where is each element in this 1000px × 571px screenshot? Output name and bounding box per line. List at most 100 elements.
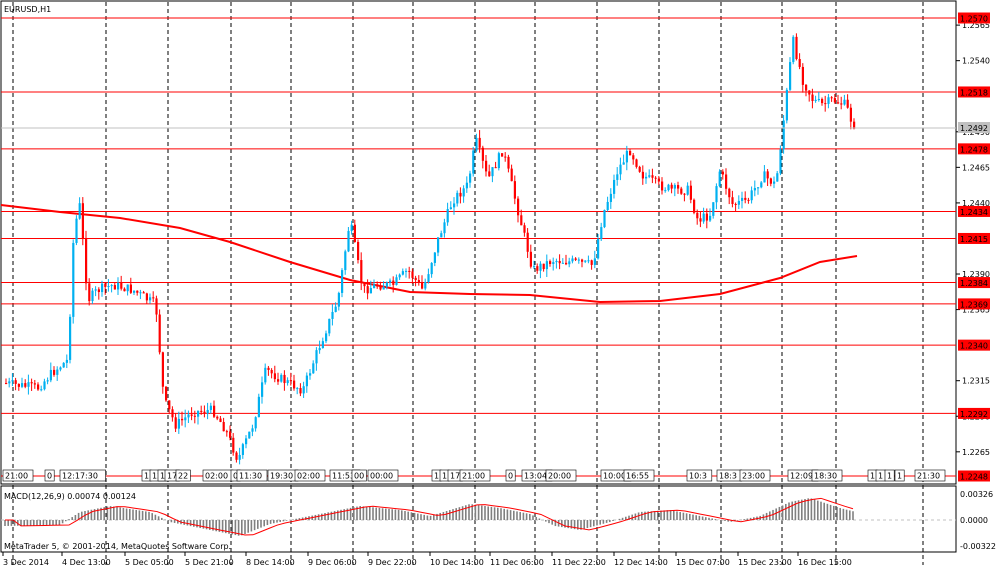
candle-body[interactable]	[171, 409, 173, 417]
candle-body[interactable]	[18, 384, 20, 387]
candle-body[interactable]	[773, 182, 775, 184]
candle-body[interactable]	[594, 258, 596, 265]
candle-body[interactable]	[610, 194, 612, 202]
candle-body[interactable]	[136, 291, 138, 293]
candle-body[interactable]	[767, 171, 769, 178]
candle-body[interactable]	[824, 103, 826, 104]
candle-body[interactable]	[351, 225, 353, 231]
candle-body[interactable]	[565, 263, 567, 264]
candle-body[interactable]	[328, 319, 330, 333]
candle-body[interactable]	[741, 198, 743, 201]
candle-body[interactable]	[184, 417, 186, 420]
candle-body[interactable]	[795, 37, 797, 59]
candle-body[interactable]	[786, 90, 788, 121]
candle-body[interactable]	[127, 285, 129, 292]
candle-body[interactable]	[783, 120, 785, 149]
candle-body[interactable]	[482, 148, 484, 161]
candle-body[interactable]	[207, 410, 209, 413]
candle-body[interactable]	[715, 186, 717, 202]
candle-body[interactable]	[504, 157, 506, 158]
candle-body[interactable]	[626, 151, 628, 162]
candle-body[interactable]	[549, 261, 551, 264]
candle-body[interactable]	[226, 431, 228, 432]
candle-body[interactable]	[667, 185, 669, 190]
candle-body[interactable]	[251, 428, 253, 431]
candle-body[interactable]	[322, 341, 324, 348]
candle-body[interactable]	[642, 172, 644, 179]
candle-body[interactable]	[760, 182, 762, 187]
candle-body[interactable]	[837, 102, 839, 103]
candle-body[interactable]	[367, 286, 369, 293]
candle-body[interactable]	[799, 59, 801, 67]
candle-body[interactable]	[757, 187, 759, 188]
candle-body[interactable]	[344, 251, 346, 270]
candle-body[interactable]	[200, 411, 202, 412]
candle-body[interactable]	[805, 85, 807, 91]
candle-body[interactable]	[104, 284, 106, 287]
candle-body[interactable]	[648, 175, 650, 177]
price-chart-area[interactable]	[1, 1, 956, 484]
candle-body[interactable]	[271, 370, 273, 373]
candle-body[interactable]	[440, 233, 442, 237]
candle-body[interactable]	[376, 284, 378, 286]
candle-body[interactable]	[293, 381, 295, 389]
candle-body[interactable]	[747, 200, 749, 201]
candle-body[interactable]	[607, 202, 609, 210]
candle-body[interactable]	[40, 389, 42, 390]
candle-body[interactable]	[264, 368, 266, 383]
candle-body[interactable]	[815, 100, 817, 101]
candle-body[interactable]	[623, 162, 625, 164]
candle-body[interactable]	[274, 373, 276, 379]
candle-body[interactable]	[8, 381, 10, 383]
candle-body[interactable]	[408, 271, 410, 272]
candle-body[interactable]	[514, 181, 516, 199]
candle-body[interactable]	[491, 167, 493, 176]
candle-body[interactable]	[319, 348, 321, 350]
candle-body[interactable]	[818, 99, 820, 100]
candle-body[interactable]	[133, 291, 135, 293]
candle-body[interactable]	[152, 297, 154, 298]
candle-body[interactable]	[370, 288, 372, 293]
candle-body[interactable]	[312, 363, 314, 373]
candle-body[interactable]	[613, 180, 615, 194]
candle-body[interactable]	[283, 375, 285, 383]
candle-body[interactable]	[591, 260, 593, 265]
candle-body[interactable]	[130, 285, 132, 293]
candle-body[interactable]	[552, 262, 554, 264]
candle-body[interactable]	[629, 151, 631, 155]
candle-body[interactable]	[117, 283, 119, 290]
candle-body[interactable]	[427, 274, 429, 282]
candle-body[interactable]	[488, 171, 490, 176]
candle-body[interactable]	[338, 293, 340, 307]
candle-body[interactable]	[168, 400, 170, 409]
candle-body[interactable]	[181, 419, 183, 420]
candle-body[interactable]	[63, 363, 65, 368]
candle-body[interactable]	[290, 380, 292, 381]
candle-body[interactable]	[402, 271, 404, 275]
candle-body[interactable]	[763, 171, 765, 182]
candle-body[interactable]	[418, 280, 420, 282]
candle-body[interactable]	[562, 263, 564, 264]
candle-body[interactable]	[600, 227, 602, 239]
candle-body[interactable]	[82, 203, 84, 238]
candle-body[interactable]	[107, 286, 109, 287]
candle-body[interactable]	[194, 416, 196, 417]
candle-body[interactable]	[203, 412, 205, 414]
candle-body[interactable]	[223, 422, 225, 431]
candle-body[interactable]	[159, 315, 161, 353]
candle-body[interactable]	[523, 225, 525, 232]
candle-body[interactable]	[296, 388, 298, 389]
candle-body[interactable]	[821, 99, 823, 103]
candle-body[interactable]	[571, 258, 573, 261]
candle-body[interactable]	[658, 179, 660, 182]
candle-body[interactable]	[674, 185, 676, 189]
candle-body[interactable]	[56, 370, 58, 375]
candle-body[interactable]	[11, 380, 13, 381]
candle-body[interactable]	[546, 261, 548, 269]
candle-body[interactable]	[255, 417, 257, 428]
candle-body[interactable]	[303, 386, 305, 393]
candle-body[interactable]	[456, 193, 458, 204]
candle-body[interactable]	[415, 278, 417, 280]
candle-body[interactable]	[680, 189, 682, 194]
candle-body[interactable]	[66, 360, 68, 363]
